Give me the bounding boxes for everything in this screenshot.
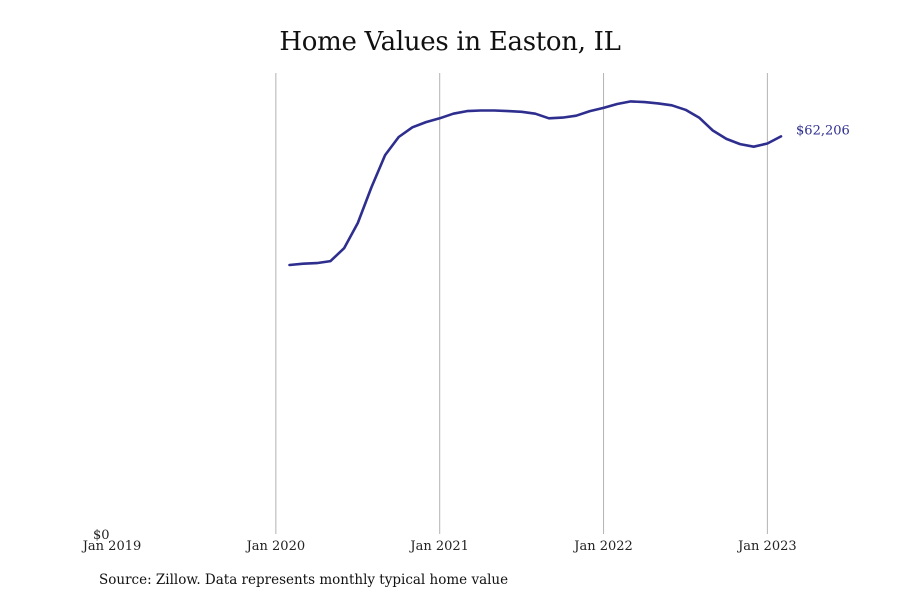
chart-title: Home Values in Easton, IL <box>279 27 621 57</box>
series-layer <box>288 100 783 267</box>
gridlines <box>275 73 768 534</box>
x-tick-label-2020: Jan 2020 <box>245 539 306 554</box>
home-value-line <box>288 100 783 267</box>
y-tick-label-0: $0 <box>93 528 110 543</box>
x-tick-label-2022: Jan 2022 <box>572 539 633 554</box>
x-tick-label-2023: Jan 2023 <box>736 539 797 554</box>
end-value-label: $62,206 <box>796 123 850 138</box>
source-note: Source: Zillow. Data represents monthly … <box>99 572 509 588</box>
x-axis: Jan 2019 Jan 2020 Jan 2021 Jan 2022 Jan 2023 <box>81 539 797 554</box>
x-tick-label-2021: Jan 2021 <box>408 539 469 554</box>
x-tick-label-2019: Jan 2019 <box>81 539 142 554</box>
